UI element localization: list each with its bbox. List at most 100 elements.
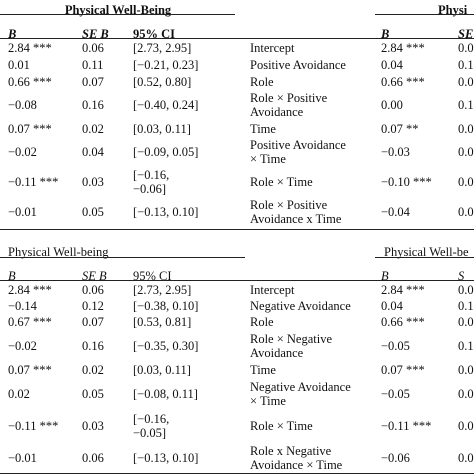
cell-se: 0.0 (458, 315, 474, 329)
rule (375, 257, 474, 258)
cell-predictor: Time (250, 121, 276, 136)
section-title: Physical Well-being (8, 245, 109, 259)
rule (0, 38, 474, 39)
cell-ci: [2.73, 2.95] (133, 40, 192, 55)
cell-b: 0.07 *** (8, 121, 52, 136)
cell-predictor: Avoidance x Time (250, 212, 342, 226)
cell-se: 0.0 (458, 145, 474, 159)
cell-ci: [−0.13, 0.10] (133, 451, 199, 465)
cell-b: −0.05 (381, 387, 410, 401)
cell-b: −0.02 (8, 145, 37, 159)
header-b: B (381, 27, 390, 41)
cell-se: 0.1 (458, 98, 474, 112)
cell-se: 0.03 (82, 175, 104, 189)
cell-se: 0.07 (82, 315, 104, 329)
rule (0, 257, 245, 258)
cell-b: 0.66 *** (8, 74, 52, 89)
cell-se: 0.03 (82, 419, 104, 433)
cell-ci: [−0.08, 0.11] (133, 387, 198, 401)
cell-ci: [2.73, 2.95] (133, 283, 192, 297)
section-title: Physical Well-Being (64, 3, 172, 17)
cell-se: 0.06 (82, 283, 104, 297)
cell-b: −0.11 *** (8, 419, 59, 433)
cell-predictor: Avoidance (250, 105, 304, 119)
cell-se: 0.06 (82, 451, 104, 465)
cell-predictor: × Time (250, 152, 286, 166)
cell-se: 0.02 (82, 121, 104, 136)
cell-b: 0.01 (8, 57, 30, 72)
cell-se: 0.0 (458, 419, 474, 433)
cell-b: −0.01 (8, 451, 37, 465)
cell-se: 0.0 (458, 363, 474, 377)
cell-ci: [0.03, 0.11] (133, 121, 191, 136)
cell-se: 0.1 (458, 57, 474, 72)
cell-predictor: Role (250, 74, 274, 89)
cell-se: 0.1 (458, 299, 474, 313)
cell-se: 0.1 (458, 339, 474, 353)
rule (0, 229, 474, 230)
cell-ci: [−0.09, 0.05] (133, 145, 199, 159)
cell-se: 0.0 (458, 387, 474, 401)
cell-b: 0.04 (381, 299, 403, 313)
cell-ci: [0.52, 0.80] (133, 74, 192, 89)
header-b: B (8, 269, 16, 283)
cell-predictor: Role × Negative (250, 332, 333, 346)
cell-se: 0.07 (82, 74, 104, 89)
header-se: SE B (82, 27, 109, 41)
cell-ci: [−0.35, 0.30] (133, 339, 199, 353)
rule (375, 14, 474, 15)
cell-ci: −0.06] (133, 182, 167, 196)
cell-ci: [−0.16, (133, 412, 170, 426)
cell-se: 0.06 (82, 40, 104, 55)
cell-se: 0.0 (458, 451, 474, 465)
cell-b: −0.01 (8, 205, 37, 219)
rule (0, 280, 474, 281)
cell-predictor: Intercept (250, 40, 295, 55)
cell-b: 2.84 *** (381, 40, 425, 55)
cell-se: 0.05 (82, 205, 104, 219)
cell-b: 0.07 *** (8, 363, 52, 377)
header-b: B (381, 269, 389, 283)
cell-b: 0.00 (381, 98, 403, 112)
cell-ci: [0.03, 0.11] (133, 363, 191, 377)
cell-predictor: Positive Avoidance (250, 138, 346, 152)
cell-b: −0.04 (381, 205, 410, 219)
section-title-right: Physical Well-be (384, 245, 469, 259)
cell-predictor: Role x Negative (250, 444, 332, 458)
header-ci: 95% CI (133, 27, 176, 41)
cell-se: 0.16 (82, 98, 104, 112)
cell-predictor: Avoidance (250, 346, 304, 360)
cell-se: 0.04 (82, 145, 104, 159)
cell-b: −0.11 *** (8, 175, 59, 189)
cell-se: 0.0 (458, 175, 474, 189)
cell-b: −0.11 *** (381, 419, 432, 433)
cell-b: 0.66 *** (381, 315, 425, 329)
cell-ci: [−0.38, 0.10] (133, 299, 199, 313)
cell-se: 0.0 (458, 283, 474, 297)
cell-b: 0.02 (8, 387, 30, 401)
cell-se: 0.0 (458, 40, 474, 55)
cell-b: 2.84 *** (8, 40, 52, 55)
cell-predictor: Role (250, 315, 274, 329)
cell-ci: [0.53, 0.81] (133, 315, 192, 329)
cell-predictor: Role × Time (250, 175, 313, 189)
rule (0, 14, 235, 15)
cell-b: −0.10 *** (381, 175, 432, 189)
cell-b: −0.03 (381, 145, 410, 159)
cell-predictor: × Time (250, 394, 286, 408)
cell-ci: [−0.21, 0.23] (133, 57, 199, 72)
header-se: SE (458, 27, 474, 41)
cell-se: 0.12 (82, 299, 104, 313)
cell-b: −0.05 (381, 339, 410, 353)
cell-b: 0.07 *** (381, 363, 425, 377)
cell-b: −0.08 (8, 98, 37, 112)
cell-b: 2.84 *** (8, 283, 52, 297)
cell-b: 0.07 ** (381, 121, 419, 136)
cell-predictor: Positive Avoidance (250, 57, 346, 72)
cell-se: 0.0 (458, 205, 474, 219)
header-se: SE B (82, 269, 107, 283)
cell-b: −0.02 (8, 339, 37, 353)
cell-ci: [−0.16, (133, 168, 170, 182)
